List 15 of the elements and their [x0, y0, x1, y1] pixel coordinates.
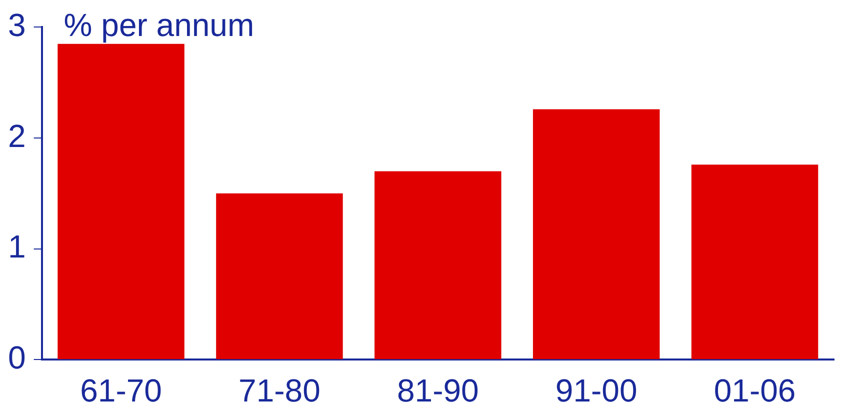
x-tick-label: 01-06	[714, 372, 796, 409]
x-tick-label: 71-80	[238, 372, 320, 409]
x-tick-label: 81-90	[396, 372, 479, 409]
bar	[532, 109, 660, 360]
y-axis-title: % per annum	[64, 7, 254, 44]
bar	[374, 171, 502, 360]
y-tick-label: 0	[8, 339, 26, 376]
y-tick-label: 1	[8, 228, 26, 265]
bar	[691, 164, 818, 360]
bar	[58, 44, 184, 360]
y-tick-label: 3	[8, 7, 26, 44]
y-tick-label: 2	[8, 118, 26, 154]
x-tick-label: 91-00	[555, 372, 638, 409]
x-tick-label: 61-70	[80, 372, 162, 409]
bar	[216, 193, 343, 360]
